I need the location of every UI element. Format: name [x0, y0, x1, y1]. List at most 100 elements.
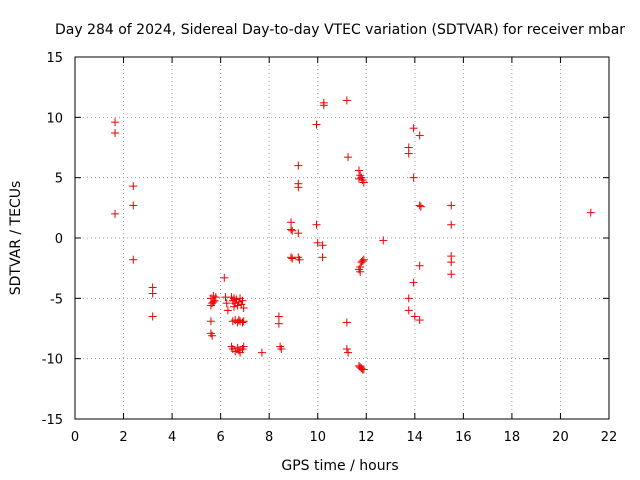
- x-tick-label: 2: [119, 430, 127, 445]
- data-point: [148, 312, 157, 321]
- data-point: [206, 317, 215, 326]
- data-point: [239, 303, 248, 312]
- y-tick-label: -15: [42, 413, 63, 428]
- y-tick-label: -10: [42, 353, 63, 368]
- data-point: [288, 226, 297, 235]
- data-point: [447, 270, 456, 279]
- data-point: [312, 220, 321, 229]
- x-tick-label: 0: [71, 430, 79, 445]
- data-point: [447, 220, 456, 229]
- data-points: [111, 96, 595, 374]
- data-point: [342, 318, 351, 327]
- data-point: [319, 98, 328, 107]
- grid: [75, 57, 609, 419]
- x-tick-label: 22: [601, 430, 618, 445]
- data-point: [404, 306, 413, 315]
- data-point: [148, 289, 157, 298]
- y-tick-label: -5: [50, 292, 63, 307]
- data-point: [111, 209, 120, 218]
- x-tick-label: 6: [216, 430, 224, 445]
- data-point: [294, 229, 303, 238]
- data-point: [274, 319, 283, 328]
- data-point: [354, 174, 363, 183]
- x-tick-label: 14: [407, 430, 424, 445]
- x-tick-label: 20: [552, 430, 569, 445]
- x-tick-label: 18: [504, 430, 521, 445]
- data-point: [222, 299, 231, 308]
- data-point: [356, 267, 365, 276]
- data-point: [447, 201, 456, 210]
- data-point: [111, 129, 120, 138]
- x-tick-label: 16: [455, 430, 472, 445]
- data-point: [234, 316, 243, 325]
- data-point: [233, 301, 242, 310]
- data-point: [129, 255, 138, 264]
- data-point: [344, 348, 353, 357]
- data-point: [409, 173, 418, 182]
- data-point: [359, 178, 368, 187]
- axis-ticks: 0 2 4 6 8 10 12 14 16 18 20 22 15 10 5 0 -5 -10 -15: [42, 51, 618, 445]
- x-tick-label: 8: [265, 430, 273, 445]
- data-point: [410, 312, 419, 321]
- data-point: [287, 253, 296, 262]
- data-point: [415, 201, 424, 210]
- y-tick-label: 0: [55, 232, 63, 247]
- data-point: [359, 255, 368, 264]
- data-point: [274, 312, 283, 321]
- data-point: [288, 254, 297, 263]
- data-point: [239, 342, 248, 351]
- data-point: [223, 306, 232, 315]
- data-point: [354, 166, 363, 175]
- data-point: [129, 182, 138, 191]
- data-point: [312, 120, 321, 129]
- data-point: [318, 253, 327, 262]
- data-point: [447, 258, 456, 267]
- data-point: [210, 296, 219, 305]
- data-point: [359, 365, 368, 374]
- data-point: [416, 202, 425, 211]
- data-point: [358, 256, 367, 265]
- data-point: [342, 345, 351, 354]
- data-point: [129, 201, 138, 210]
- data-point: [209, 297, 218, 306]
- data-point: [415, 131, 424, 140]
- data-point: [287, 225, 296, 234]
- plot-frame: [74, 56, 610, 420]
- data-point: [586, 208, 595, 217]
- data-point: [208, 331, 217, 340]
- data-point: [409, 278, 418, 287]
- data-point: [295, 255, 304, 264]
- data-point: [313, 238, 322, 247]
- y-axis-label: SDTVAR / TECUs: [8, 181, 24, 296]
- data-point: [415, 316, 424, 325]
- y-tick-label: 5: [55, 172, 63, 187]
- data-point: [257, 348, 266, 357]
- chart-title: Day 284 of 2024, Sidereal Day-to-day VTE…: [55, 22, 625, 38]
- data-point: [404, 149, 413, 158]
- y-tick-label: 10: [46, 111, 63, 126]
- data-point: [379, 236, 388, 245]
- data-point: [415, 261, 424, 270]
- data-point: [238, 296, 247, 305]
- data-point: [318, 241, 327, 250]
- data-point: [404, 294, 413, 303]
- data-point: [229, 302, 238, 311]
- data-point: [220, 273, 229, 282]
- y-tick-label: 15: [46, 51, 63, 66]
- data-point: [287, 218, 296, 227]
- data-point: [344, 153, 353, 162]
- x-axis-label: GPS time / hours: [281, 458, 398, 474]
- data-point: [294, 183, 303, 192]
- data-point: [111, 118, 120, 127]
- data-point: [211, 293, 220, 302]
- x-tick-label: 4: [168, 430, 176, 445]
- data-point: [342, 96, 351, 105]
- x-tick-label: 12: [358, 430, 375, 445]
- data-point: [239, 317, 248, 326]
- x-tick-label: 10: [309, 430, 326, 445]
- data-point: [409, 124, 418, 133]
- data-point: [277, 345, 286, 354]
- data-point: [294, 161, 303, 170]
